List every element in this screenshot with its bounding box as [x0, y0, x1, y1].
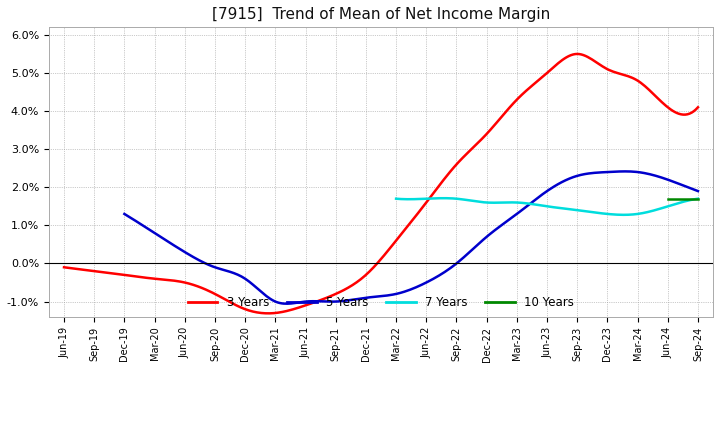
Title: [7915]  Trend of Mean of Net Income Margin: [7915] Trend of Mean of Net Income Margi… [212, 7, 550, 22]
Legend: 3 Years, 5 Years, 7 Years, 10 Years: 3 Years, 5 Years, 7 Years, 10 Years [183, 291, 579, 314]
